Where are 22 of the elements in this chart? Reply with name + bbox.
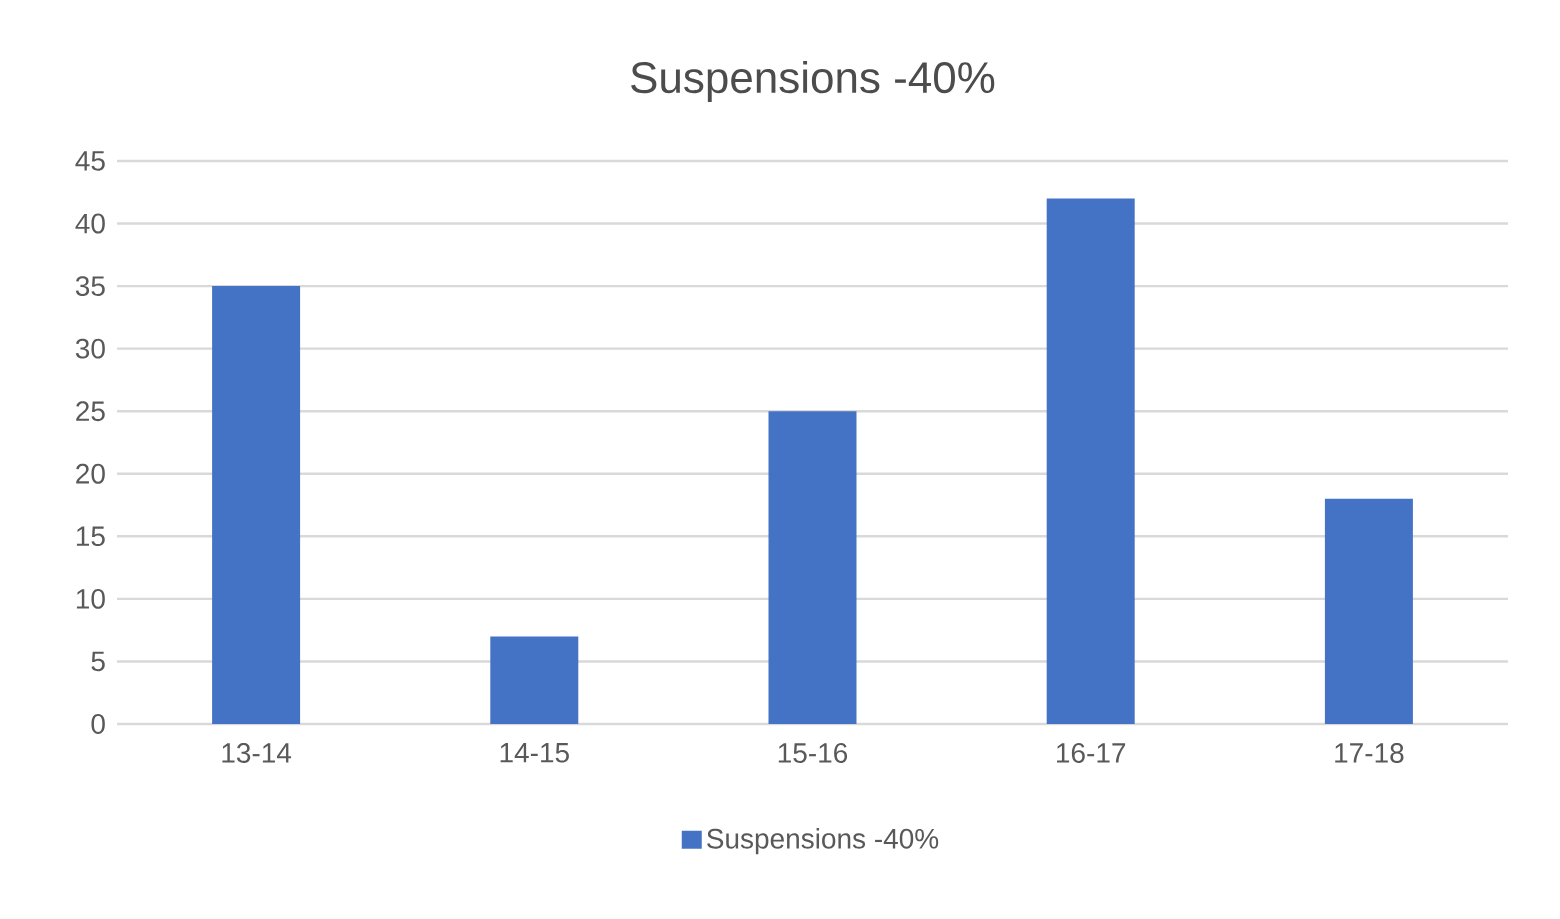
y-tick-label: 0 [91, 714, 105, 734]
x-tick-label: 17-18 [1335, 743, 1404, 763]
y-tick-label: 20 [76, 463, 105, 484]
bar [1046, 198, 1135, 724]
x-tick-label: 15-16 [778, 743, 848, 763]
y-tick-label: 40 [75, 213, 105, 234]
y-tick-label: 45 [75, 151, 105, 171]
bar [1324, 498, 1413, 724]
bar [490, 636, 579, 724]
y-tick-label: 30 [75, 338, 105, 359]
x-tick-label: 16-17 [1057, 743, 1126, 763]
legend-label: Suspensions -40% [707, 828, 939, 855]
y-tick-label: 10 [76, 588, 105, 609]
bar [768, 411, 857, 724]
y-tick-label: 5 [91, 651, 105, 672]
x-tick-label: 13-14 [222, 743, 292, 763]
x-tick-label: 14-15 [500, 743, 569, 763]
y-tick-label: 35 [75, 276, 105, 297]
y-tick-label: 25 [76, 401, 105, 422]
bar [212, 286, 301, 724]
y-tick-label: 15 [76, 526, 105, 547]
chart-title: Suspensions -40% [631, 60, 995, 102]
